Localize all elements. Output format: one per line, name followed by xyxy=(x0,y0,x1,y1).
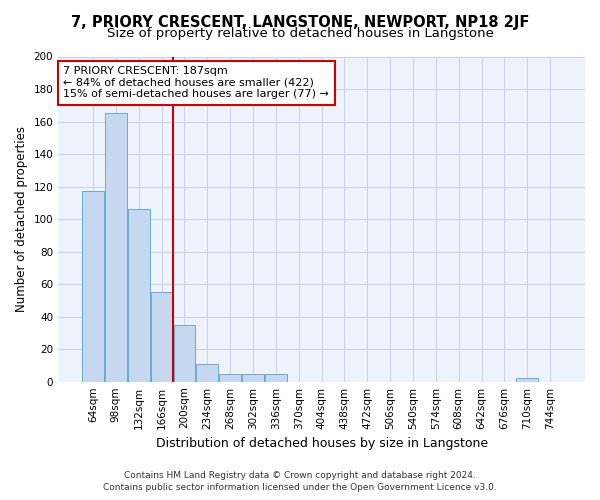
Bar xyxy=(219,374,241,382)
Bar xyxy=(128,210,149,382)
Bar xyxy=(105,114,127,382)
Text: Contains HM Land Registry data © Crown copyright and database right 2024.
Contai: Contains HM Land Registry data © Crown c… xyxy=(103,471,497,492)
Bar xyxy=(82,192,104,382)
Text: Size of property relative to detached houses in Langstone: Size of property relative to detached ho… xyxy=(107,28,493,40)
Bar xyxy=(173,325,195,382)
Bar xyxy=(517,378,538,382)
Bar xyxy=(265,374,287,382)
Bar xyxy=(151,292,172,382)
X-axis label: Distribution of detached houses by size in Langstone: Distribution of detached houses by size … xyxy=(155,437,488,450)
Bar xyxy=(242,374,264,382)
Y-axis label: Number of detached properties: Number of detached properties xyxy=(15,126,28,312)
Text: 7, PRIORY CRESCENT, LANGSTONE, NEWPORT, NP18 2JF: 7, PRIORY CRESCENT, LANGSTONE, NEWPORT, … xyxy=(71,15,529,30)
Text: 7 PRIORY CRESCENT: 187sqm
← 84% of detached houses are smaller (422)
15% of semi: 7 PRIORY CRESCENT: 187sqm ← 84% of detac… xyxy=(64,66,329,100)
Bar xyxy=(196,364,218,382)
